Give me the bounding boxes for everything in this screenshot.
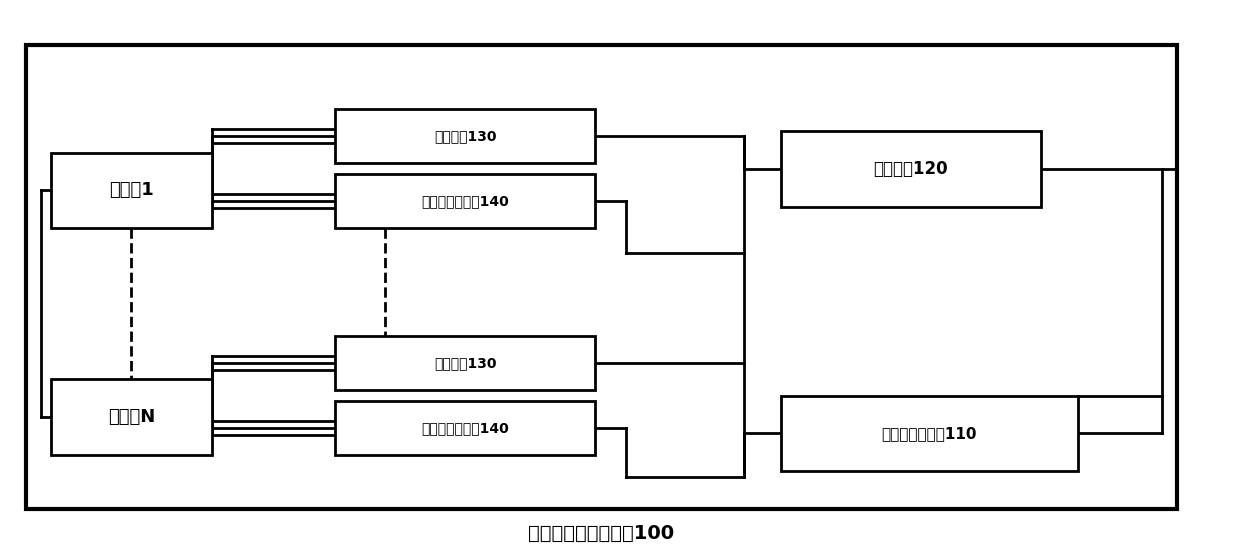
FancyBboxPatch shape (781, 131, 1040, 206)
Text: 控制单元120: 控制单元120 (873, 160, 949, 178)
FancyBboxPatch shape (336, 336, 595, 390)
Text: 多包并联的控制电路100: 多包并联的控制电路100 (528, 524, 675, 543)
FancyBboxPatch shape (336, 401, 595, 455)
Text: 电池包N: 电池包N (108, 408, 155, 426)
Text: 电池包控制开关140: 电池包控制开关140 (422, 194, 510, 208)
FancyBboxPatch shape (26, 45, 1177, 509)
Text: 电池包检测单元110: 电池包检测单元110 (882, 426, 977, 441)
FancyBboxPatch shape (336, 109, 595, 163)
FancyBboxPatch shape (51, 152, 212, 228)
Text: 上电电路130: 上电电路130 (434, 356, 496, 370)
Text: 电池包控制开关140: 电池包控制开关140 (422, 421, 510, 435)
FancyBboxPatch shape (336, 174, 595, 228)
FancyBboxPatch shape (781, 396, 1078, 471)
FancyBboxPatch shape (51, 379, 212, 455)
Text: 电池包1: 电池包1 (109, 181, 154, 199)
Text: 上电电路130: 上电电路130 (434, 129, 496, 144)
